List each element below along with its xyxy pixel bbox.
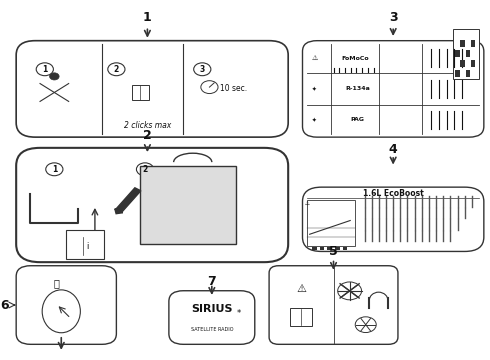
FancyBboxPatch shape — [140, 166, 236, 244]
Text: ⚠: ⚠ — [296, 284, 306, 294]
Text: 2: 2 — [143, 129, 152, 142]
FancyBboxPatch shape — [302, 187, 484, 251]
Bar — [335, 247, 340, 250]
Text: ✦: ✦ — [312, 86, 317, 91]
Bar — [455, 50, 460, 58]
Text: 7: 7 — [207, 275, 216, 288]
Bar — [319, 247, 324, 250]
FancyArrow shape — [115, 188, 141, 214]
Text: 1: 1 — [52, 165, 57, 174]
FancyBboxPatch shape — [169, 291, 255, 344]
Bar — [327, 247, 332, 250]
FancyBboxPatch shape — [307, 200, 355, 246]
FancyBboxPatch shape — [66, 230, 104, 258]
Text: i: i — [87, 242, 89, 251]
Text: SATELLITE RADIO: SATELLITE RADIO — [191, 327, 233, 332]
FancyBboxPatch shape — [16, 41, 288, 137]
FancyBboxPatch shape — [16, 266, 117, 344]
Text: 🚌: 🚌 — [53, 278, 59, 288]
Bar — [471, 60, 475, 67]
Text: *: * — [237, 309, 242, 318]
Text: 3: 3 — [199, 65, 205, 74]
Text: 4: 4 — [389, 143, 397, 156]
FancyBboxPatch shape — [269, 266, 398, 344]
Circle shape — [49, 73, 59, 80]
Bar — [312, 247, 317, 250]
Bar — [471, 40, 475, 48]
Text: 2: 2 — [143, 165, 147, 174]
Bar — [343, 247, 347, 250]
Text: 3: 3 — [389, 11, 397, 24]
Text: 2: 2 — [114, 65, 119, 74]
Text: 2 clicks max: 2 clicks max — [124, 121, 171, 130]
Text: R-134a: R-134a — [345, 86, 370, 91]
FancyBboxPatch shape — [16, 148, 288, 262]
FancyBboxPatch shape — [291, 307, 312, 326]
Text: 1.6L EcoBoost: 1.6L EcoBoost — [363, 189, 423, 198]
Bar — [461, 40, 465, 48]
Bar — [466, 50, 470, 58]
Text: 1: 1 — [143, 11, 152, 24]
Text: ⚠: ⚠ — [305, 201, 310, 206]
Text: SIRIUS: SIRIUS — [191, 305, 233, 315]
Text: 6: 6 — [0, 298, 8, 311]
Text: 5: 5 — [329, 245, 338, 258]
Text: PAG: PAG — [350, 117, 365, 122]
FancyBboxPatch shape — [302, 41, 484, 137]
Text: ✦: ✦ — [312, 117, 317, 122]
Bar — [461, 60, 465, 67]
FancyBboxPatch shape — [453, 29, 479, 79]
Bar — [455, 69, 460, 77]
Text: 1: 1 — [42, 65, 48, 74]
FancyBboxPatch shape — [132, 85, 149, 100]
Text: FoMoCo: FoMoCo — [341, 55, 369, 60]
Text: 10 sec.: 10 sec. — [220, 84, 247, 93]
Bar — [466, 69, 470, 77]
Text: ⚠: ⚠ — [311, 55, 318, 61]
